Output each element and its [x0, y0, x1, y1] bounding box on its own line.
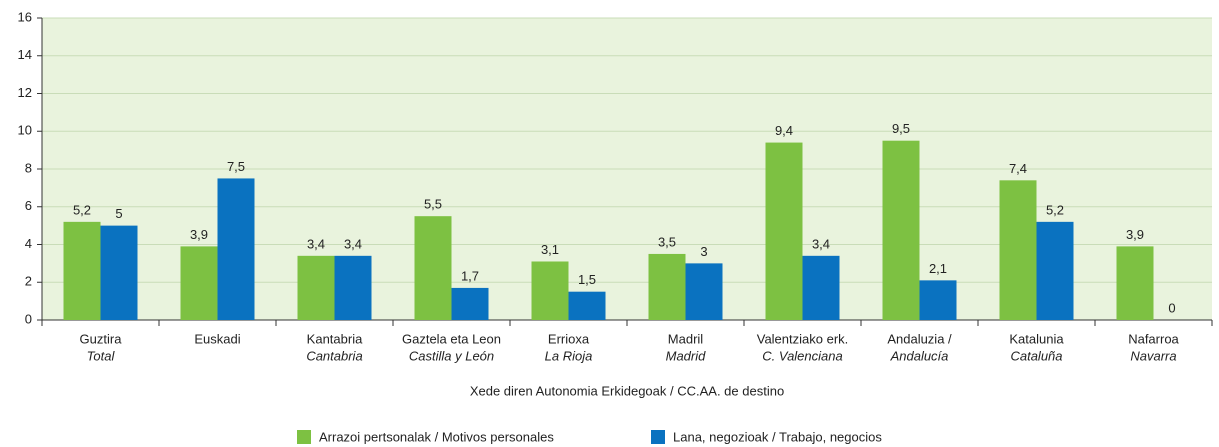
x-tick-label: Euskadi	[194, 331, 240, 346]
data-label: 3,9	[190, 227, 208, 242]
bar	[1036, 221, 1074, 320]
bar	[531, 261, 569, 320]
legend-swatch	[297, 430, 311, 444]
x-tick-label: Andalucía	[890, 348, 949, 363]
bar	[180, 246, 218, 320]
x-tick-label: Katalunia	[1009, 331, 1064, 346]
data-label: 1,7	[461, 268, 479, 283]
data-label: 3,5	[658, 234, 676, 249]
y-tick-label: 4	[25, 236, 32, 251]
bar	[297, 255, 335, 320]
data-label: 5,2	[1046, 202, 1064, 217]
bar	[685, 263, 723, 320]
legend-swatch	[651, 430, 665, 444]
x-tick-label: Errioxa	[548, 331, 590, 346]
data-label: 2,1	[929, 261, 947, 276]
bar	[414, 216, 452, 320]
bar	[1116, 246, 1154, 320]
y-tick-label: 6	[25, 198, 32, 213]
x-tick-label: Gaztela eta Leon	[402, 331, 501, 346]
bar	[802, 255, 840, 320]
y-tick-label: 0	[25, 311, 32, 326]
x-tick-label: Guztira	[80, 331, 123, 346]
data-label: 7,4	[1009, 161, 1027, 176]
bar	[568, 291, 606, 320]
data-label: 0	[1168, 300, 1175, 315]
bar	[882, 140, 920, 320]
data-label: 5,5	[424, 197, 442, 212]
legend-label: Lana, negozioak / Trabajo, negocios	[673, 429, 882, 444]
data-label: 9,5	[892, 121, 910, 136]
data-label: 5	[115, 206, 122, 221]
x-tick-label: Cataluña	[1010, 348, 1062, 363]
data-label: 3,4	[812, 236, 830, 251]
data-label: 3	[700, 244, 707, 259]
x-tick-label: Kantabria	[307, 331, 363, 346]
data-label: 3,4	[344, 236, 362, 251]
bar	[648, 253, 686, 320]
x-tick-label: Nafarroa	[1128, 331, 1179, 346]
data-label: 5,2	[73, 202, 91, 217]
x-tick-label: Madrid	[666, 348, 707, 363]
data-label: 3,9	[1126, 227, 1144, 242]
bar	[100, 225, 138, 320]
x-tick-label: Cantabria	[306, 348, 362, 363]
legend-label: Arrazoi pertsonalak / Motivos personales	[319, 429, 554, 444]
x-tick-label: Valentziako erk.	[757, 331, 849, 346]
bar	[919, 280, 957, 320]
x-tick-label: Madril	[668, 331, 704, 346]
bar	[451, 287, 489, 320]
x-tick-label: Castilla y León	[409, 348, 494, 363]
y-tick-label: 8	[25, 160, 32, 175]
data-label: 1,5	[578, 272, 596, 287]
bar	[334, 255, 372, 320]
bar	[217, 178, 255, 320]
data-label: 7,5	[227, 159, 245, 174]
y-tick-label: 12	[18, 85, 32, 100]
data-label: 9,4	[775, 123, 793, 138]
bar	[63, 221, 101, 320]
data-label: 3,4	[307, 236, 325, 251]
x-tick-label: C. Valenciana	[762, 348, 842, 363]
x-tick-label: La Rioja	[545, 348, 593, 363]
x-tick-label: Total	[87, 348, 116, 363]
y-tick-label: 10	[18, 123, 32, 138]
data-label: 3,1	[541, 242, 559, 257]
x-axis-label: Xede diren Autonomia Erkidegoak / CC.AA.…	[470, 383, 784, 398]
bar	[999, 180, 1037, 320]
y-tick-label: 2	[25, 274, 32, 289]
x-tick-label: Andaluzia /	[887, 331, 952, 346]
x-tick-label: Navarra	[1130, 348, 1176, 363]
y-tick-label: 16	[18, 9, 32, 24]
y-tick-label: 14	[18, 47, 32, 62]
bar	[765, 142, 803, 320]
